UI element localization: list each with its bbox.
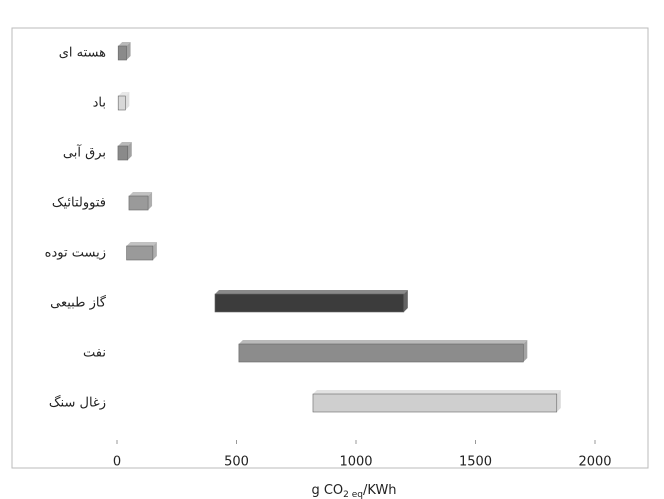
bar-top [312,390,561,394]
y-tick-label: هسته ای [59,46,106,61]
bar [126,245,154,261]
bar-top [238,340,528,344]
x-axis-label-sub: 2 eq [343,490,363,499]
y-tick-label: زیست توده [45,246,106,261]
y-tick-label: نفت [83,346,106,361]
y-tick-label: زغال سنگ [49,395,106,411]
bar [128,195,149,211]
bar-side [125,92,130,110]
bar [238,343,524,363]
x-tick-label: 1500 [459,455,492,470]
chart-frame [11,27,649,469]
x-tick-label: 2000 [578,455,611,470]
bar [117,95,126,111]
bar-top [118,92,130,96]
x-axis-label: g CO2 eq/KWh [311,483,396,499]
bar-top [118,42,131,46]
bar-side [523,340,528,362]
x-tick-label: 500 [224,455,249,470]
bar-side [152,242,157,260]
bar-side [556,390,561,412]
bar [117,145,129,161]
x-axis-label-end: /KWh [363,483,397,498]
bar-top [126,242,157,246]
bar [117,45,127,61]
x-tick-label: 1000 [339,455,372,470]
bar-side [127,142,132,160]
y-tick-label: فتوولتائیک [52,196,106,211]
bar-side [148,192,153,210]
x-axis-label-main: g CO [311,483,343,498]
bar-top [214,290,408,294]
bar-side [403,290,408,312]
bar [214,293,405,313]
y-tick-label: گاز طبیعی [50,295,107,311]
bar-side [126,42,131,60]
bar-top [128,192,153,196]
y-tick-label: باد [93,96,106,111]
bar [312,393,558,413]
x-tick-label: 0 [113,455,121,470]
y-tick-label: برق آبی [63,144,106,161]
bar-top [117,142,132,146]
